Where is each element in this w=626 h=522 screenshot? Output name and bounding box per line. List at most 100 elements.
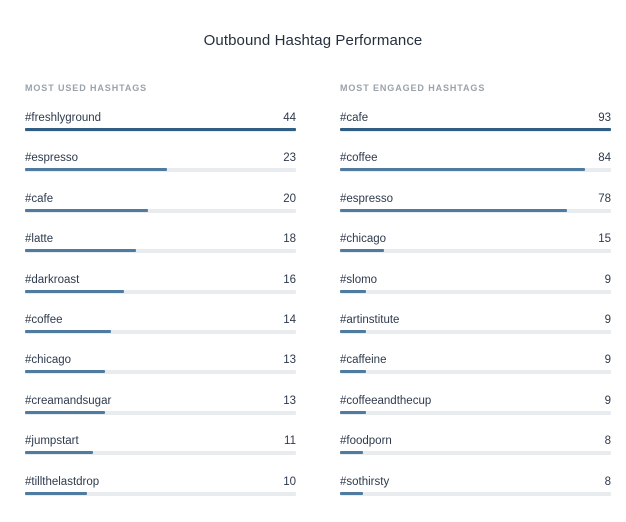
hashtag-label: #cafe xyxy=(25,192,54,205)
hashtag-bar xyxy=(25,370,106,374)
hashtag-row-text: #slomo 9 xyxy=(340,272,611,288)
hashtag-bar xyxy=(340,329,367,333)
hashtag-label: #coffee xyxy=(25,313,63,326)
hashtag-count: 13 xyxy=(283,394,296,407)
hashtag-row-text: #coffee 14 xyxy=(25,312,296,328)
hashtag-row: #coffee 84 xyxy=(340,150,611,190)
hashtag-bar-track xyxy=(340,451,611,456)
hashtag-count: 18 xyxy=(283,233,296,246)
hashtag-label: #darkroast xyxy=(25,273,80,286)
hashtag-count: 78 xyxy=(598,192,611,205)
hashtag-label: #chicago xyxy=(25,354,72,367)
hashtag-row: #artinstitute 9 xyxy=(340,312,611,352)
hashtag-bar-track xyxy=(25,370,296,375)
hashtag-count: 20 xyxy=(283,192,296,205)
hashtag-bar-track xyxy=(25,168,296,173)
hashtag-row-text: #chicago 13 xyxy=(25,352,296,368)
hashtag-bar-track xyxy=(340,208,611,213)
hashtag-row-text: #artinstitute 9 xyxy=(340,312,611,328)
hashtag-row: #jumpstart 11 xyxy=(25,433,296,473)
hashtag-bar-track xyxy=(25,289,296,294)
hashtag-bar xyxy=(25,491,87,495)
hashtag-bar xyxy=(25,128,296,131)
hashtag-row: #coffee 14 xyxy=(25,312,296,352)
hashtag-bar xyxy=(25,168,167,172)
hashtag-row-text: #foodporn 8 xyxy=(340,433,611,449)
hashtag-count: 14 xyxy=(283,313,296,326)
hashtag-row-text: #darkroast 16 xyxy=(25,272,296,288)
hashtag-bar xyxy=(340,128,611,131)
hashtag-row-text: #chicago 15 xyxy=(340,231,611,247)
hashtag-row: #caffeine 9 xyxy=(340,352,611,392)
hashtag-count: 9 xyxy=(604,394,611,407)
hashtag-label: #coffeeandthecup xyxy=(340,394,432,407)
hashtag-bar-track xyxy=(25,451,296,456)
most-engaged-hashtags-header: MOST ENGAGED HASHTAGS xyxy=(340,83,486,93)
hashtag-row: #coffeeandthecup 9 xyxy=(340,393,611,433)
hashtag-row: #darkroast 16 xyxy=(25,272,296,312)
hashtag-count: 16 xyxy=(283,273,296,286)
hashtag-bar xyxy=(340,491,364,495)
hashtag-bar-track xyxy=(25,491,296,496)
hashtag-count: 15 xyxy=(598,233,611,246)
most-used-hashtags-list: #freshlyground 44 #espresso 23 #cafe 20 #latte… xyxy=(25,110,296,514)
hashtag-row: #chicago 13 xyxy=(25,352,296,392)
hashtag-bar xyxy=(340,370,367,374)
hashtag-label: #freshlyground xyxy=(25,112,102,124)
hashtag-row: #cafe 20 xyxy=(25,191,296,231)
hashtag-label: #espresso xyxy=(340,192,394,205)
hashtag-bar-track xyxy=(25,128,296,132)
hashtag-label: #creamandsugar xyxy=(25,394,112,407)
hashtag-row: #espresso 78 xyxy=(340,191,611,231)
hashtag-label: #tillthelastdrop xyxy=(25,475,100,488)
hashtag-row-text: #sothirsty 8 xyxy=(340,474,611,490)
hashtag-label: #artinstitute xyxy=(340,313,400,326)
hashtag-count: 11 xyxy=(284,435,296,448)
hashtag-count: 9 xyxy=(604,354,611,367)
hashtag-row-text: #creamandsugar 13 xyxy=(25,393,296,409)
hashtag-label: #sothirsty xyxy=(340,475,390,488)
hashtag-label: #latte xyxy=(25,233,54,246)
hashtag-count: 93 xyxy=(598,112,611,124)
hashtag-label: #slomo xyxy=(340,273,378,286)
hashtag-count: 10 xyxy=(283,475,296,488)
most-used-hashtags-panel: MOST USED HASHTAGS #freshlyground 44 #espr… xyxy=(25,82,296,514)
hashtag-count: 8 xyxy=(604,475,611,488)
hashtag-bar xyxy=(340,451,364,455)
hashtag-bar xyxy=(25,249,136,253)
chart-title: Outbound Hashtag Performance xyxy=(203,32,423,49)
most-used-hashtags-header: MOST USED HASHTAGS xyxy=(25,83,148,93)
hashtag-row: #sothirsty 8 xyxy=(340,474,611,514)
hashtag-bar-track xyxy=(340,128,611,132)
hashtag-bar xyxy=(340,208,568,212)
hashtag-bar-track xyxy=(340,249,611,254)
hashtag-bar xyxy=(25,329,112,333)
hashtag-row: #foodporn 8 xyxy=(340,433,611,473)
hashtag-bar xyxy=(25,451,93,455)
hashtag-bar-track xyxy=(25,410,296,415)
hashtag-bar-track xyxy=(25,249,296,254)
hashtag-row: #creamandsugar 13 xyxy=(25,393,296,433)
hashtag-bar xyxy=(25,289,124,293)
hashtag-row-text: #tillthelastdrop 10 xyxy=(25,474,296,490)
hashtag-row: #latte 18 xyxy=(25,231,296,271)
hashtag-label: #jumpstart xyxy=(25,435,79,448)
hashtag-count: 84 xyxy=(598,152,611,165)
hashtag-label: #chicago xyxy=(340,233,387,246)
hashtag-label: #coffee xyxy=(340,152,378,165)
most-engaged-hashtags-panel: MOST ENGAGED HASHTAGS #cafe 93 #coffee 84 #e… xyxy=(340,82,611,514)
hashtag-bar xyxy=(25,208,149,212)
hashtag-bar-track xyxy=(340,491,611,496)
hashtag-row-text: #latte 18 xyxy=(25,231,296,247)
hashtag-count: 8 xyxy=(604,435,611,448)
hashtag-count: 9 xyxy=(604,313,611,326)
hashtag-row: #slomo 9 xyxy=(340,272,611,312)
hashtag-bar xyxy=(340,168,585,172)
hashtag-count: 44 xyxy=(283,112,296,124)
hashtag-row: #espresso 23 xyxy=(25,150,296,190)
hashtag-bar-track xyxy=(340,168,611,173)
hashtag-bar xyxy=(340,249,384,253)
hashtag-label: #cafe xyxy=(340,112,369,124)
hashtag-row-text: #cafe 93 xyxy=(340,110,611,126)
most-engaged-hashtags-list: #cafe 93 #coffee 84 #espresso 78 #chicago 15 #sl… xyxy=(340,110,611,514)
